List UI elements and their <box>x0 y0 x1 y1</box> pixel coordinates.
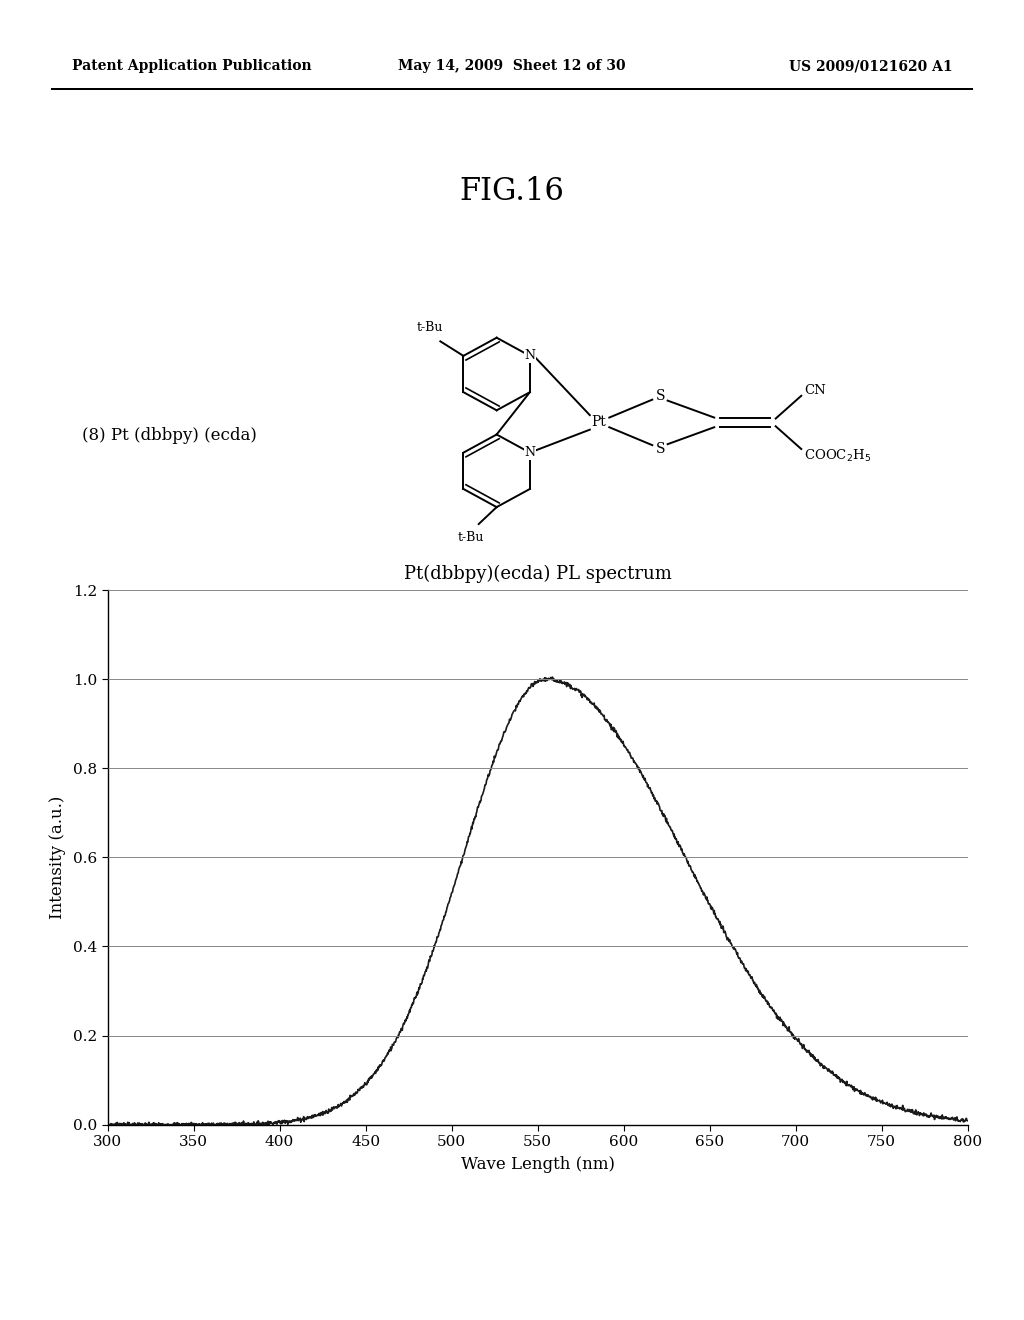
Text: N: N <box>524 350 536 363</box>
Text: FIG.16: FIG.16 <box>460 176 564 207</box>
Text: May 14, 2009  Sheet 12 of 30: May 14, 2009 Sheet 12 of 30 <box>398 59 626 73</box>
Title: Pt(dbbpy)(ecda) PL spectrum: Pt(dbbpy)(ecda) PL spectrum <box>403 565 672 583</box>
Text: Patent Application Publication: Patent Application Publication <box>72 59 311 73</box>
X-axis label: Wave Length (nm): Wave Length (nm) <box>461 1156 614 1173</box>
Text: (8) Pt (dbbpy) (ecda): (8) Pt (dbbpy) (ecda) <box>82 428 257 444</box>
Text: COOC$_2$H$_5$: COOC$_2$H$_5$ <box>804 449 870 465</box>
Text: CN: CN <box>804 384 825 397</box>
Y-axis label: Intensity (a.u.): Intensity (a.u.) <box>49 796 66 919</box>
Text: N: N <box>524 446 536 459</box>
Text: S: S <box>655 442 666 455</box>
Text: S: S <box>655 389 666 403</box>
Text: t-Bu: t-Bu <box>458 532 484 544</box>
Text: Pt: Pt <box>592 416 606 429</box>
Text: US 2009/0121620 A1: US 2009/0121620 A1 <box>788 59 952 73</box>
Text: t-Bu: t-Bu <box>417 321 443 334</box>
